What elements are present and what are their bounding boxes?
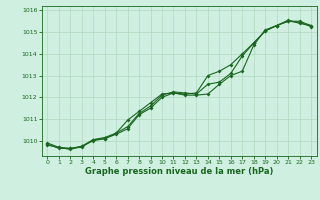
X-axis label: Graphe pression niveau de la mer (hPa): Graphe pression niveau de la mer (hPa) [85, 167, 273, 176]
